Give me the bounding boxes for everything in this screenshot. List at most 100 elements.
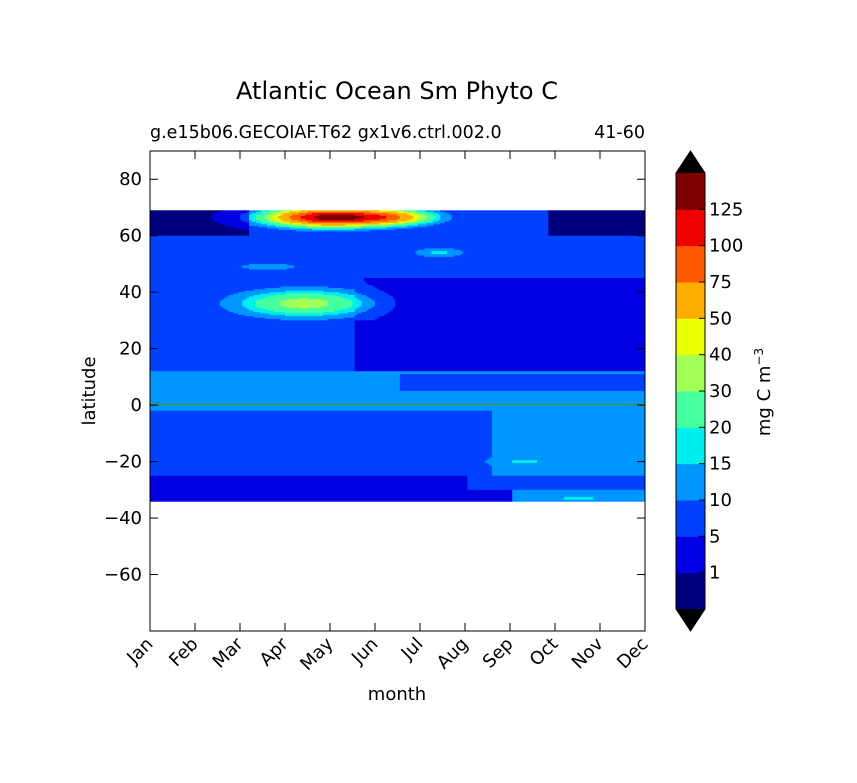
heatmap-cell: [447, 252, 464, 255]
heatmap-cell: [354, 337, 645, 340]
colorbar-swatch: [676, 572, 705, 610]
heatmap-cell: [548, 211, 645, 214]
heatmap-cell: [548, 234, 645, 237]
heatmap-cell: [435, 217, 441, 220]
heatmap-cell: [370, 221, 399, 224]
heatmap-cell: [354, 335, 645, 338]
colorbar-tick-label: 15: [709, 454, 732, 475]
heatmap-cell: [397, 218, 412, 221]
x-tick-label: Feb: [165, 634, 202, 671]
heatmap-cell: [352, 302, 363, 305]
heatmap-cell: [219, 303, 243, 306]
heatmap-cell: [150, 436, 493, 439]
heatmap-cell: [150, 224, 225, 227]
y-tick-label: −20: [104, 452, 142, 473]
heatmap-cell: [485, 461, 513, 464]
heatmap-cell: [150, 249, 419, 252]
heatmap-cell: [150, 470, 493, 473]
heatmap-cell: [339, 292, 358, 295]
heatmap-cell: [150, 429, 493, 432]
heatmap-cell: [467, 484, 645, 487]
heatmap-cell: [345, 307, 358, 310]
heatmap-cell: [246, 211, 250, 214]
heatmap-cell: [399, 378, 645, 381]
heatmap-cell: [249, 223, 261, 226]
heatmap-cell: [150, 419, 493, 422]
heatmap-cell: [240, 215, 250, 218]
heatmap-cell: [150, 297, 225, 300]
heatmap-cell: [492, 431, 645, 434]
heatmap-cell: [354, 323, 645, 326]
heatmap-cell: [492, 419, 645, 422]
heatmap-cell: [249, 227, 268, 230]
y-tick-label: −40: [104, 508, 142, 529]
heatmap-cell: [300, 223, 381, 226]
colorbar-label-text: mg C m: [754, 366, 775, 437]
heatmap-cell: [150, 341, 356, 344]
heatmap-cell: [150, 413, 493, 416]
heatmap-cell: [150, 479, 468, 482]
heatmap-cell: [451, 214, 549, 217]
heatmap-cell: [379, 218, 399, 221]
heatmap-cell: [150, 412, 493, 415]
heatmap-cell: [280, 286, 329, 289]
heatmap-cell: [354, 361, 645, 364]
heatmap-cell: [150, 269, 645, 272]
heatmap-cell: [150, 331, 356, 334]
heatmap-cell: [354, 321, 645, 324]
heatmap-cell: [249, 232, 549, 235]
heatmap-cell: [492, 471, 645, 474]
heatmap-cell: [406, 211, 417, 214]
heatmap-cell: [267, 227, 291, 230]
heatmap-cell: [357, 313, 387, 316]
heatmap-cell: [150, 299, 223, 302]
heatmap-cell: [150, 287, 266, 290]
heatmap-cell: [492, 410, 645, 413]
heatmap-cell: [395, 299, 645, 302]
heatmap-cell: [280, 214, 293, 217]
colorbar-tick-label: 40: [709, 345, 732, 366]
heatmap-cell: [150, 488, 468, 491]
heatmap-cell: [150, 276, 645, 279]
heatmap-cell: [440, 218, 453, 221]
heatmap-cell: [354, 367, 645, 370]
heatmap-cell: [321, 306, 351, 309]
heatmap-cell: [280, 319, 329, 322]
heatmap-cell: [440, 217, 453, 220]
heatmap-cell: [150, 417, 493, 420]
heatmap-cell: [267, 214, 275, 217]
heatmap-cell: [150, 248, 426, 251]
heatmap-cell: [451, 218, 549, 221]
heatmap-cell: [357, 292, 387, 295]
heatmap-cell: [150, 218, 214, 221]
heatmap-cell: [150, 458, 489, 461]
heatmap-cell: [150, 367, 356, 370]
heatmap-cell: [492, 424, 645, 427]
heatmap-cell: [249, 215, 257, 218]
heatmap-cell: [150, 272, 645, 275]
heatmap-cell: [150, 337, 356, 340]
heatmap-cell: [368, 283, 645, 286]
heatmap-cell: [278, 220, 284, 223]
heatmap-cell: [150, 415, 493, 418]
heatmap-cell: [307, 225, 363, 228]
heatmap-cell: [240, 214, 250, 217]
heatmap-cell: [278, 217, 291, 220]
heatmap-cell: [564, 498, 594, 501]
heatmap-cell: [388, 224, 410, 227]
heatmap-cell: [354, 341, 645, 344]
heatmap-cell: [372, 285, 645, 288]
heatmap-cell: [467, 488, 645, 491]
heatmap-cell: [354, 328, 645, 331]
heatmap-cell: [300, 210, 381, 213]
heatmap-cell: [287, 225, 309, 228]
heatmap-cell: [213, 214, 241, 217]
heatmap-cell: [269, 292, 340, 295]
heatmap-cell: [334, 310, 356, 313]
x-tick-label: Aug: [433, 634, 473, 674]
heatmap-cell: [150, 321, 356, 324]
heatmap-cell: [273, 218, 282, 221]
heatmap-cell: [150, 374, 401, 377]
heatmap-cell: [354, 309, 369, 312]
heatmap-cell: [305, 214, 320, 217]
